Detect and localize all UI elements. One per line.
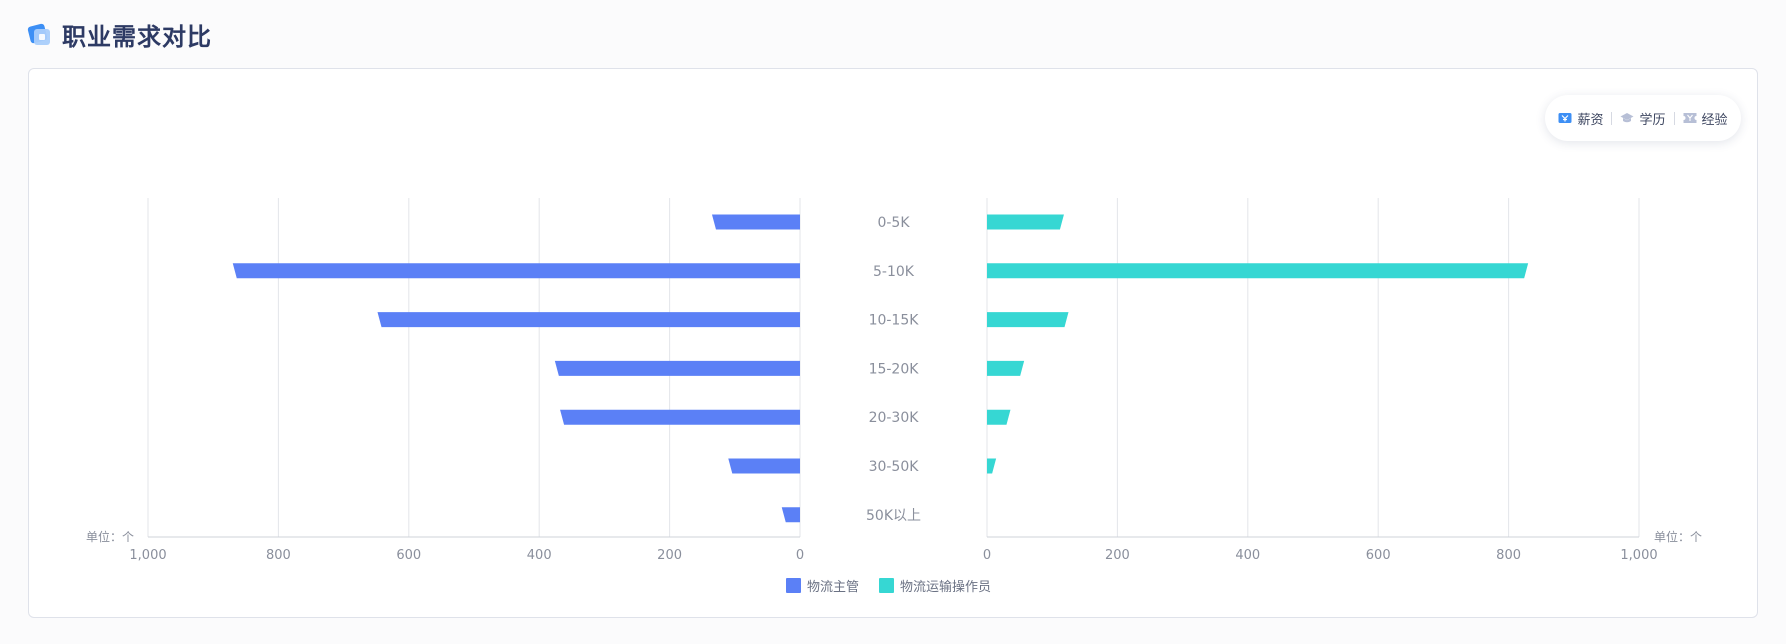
section-header: 职业需求对比 [26,14,212,54]
left-bar [560,409,800,425]
legend-item-right[interactable]: 物流运输操作员 [879,576,991,595]
tab-experience[interactable]: 经验 [1683,109,1728,128]
left-bar [232,263,800,279]
left-tick-label: 400 [527,548,552,563]
left-bar [781,507,800,523]
right-bar [987,409,1011,425]
right-bar [987,263,1529,279]
right-tick-label: 200 [1105,548,1130,563]
graduation-cap-icon [1620,113,1634,123]
category-label: 20-30K [869,410,920,426]
left-unit-label: 单位：个 [86,529,134,544]
tab-divider [1673,111,1675,125]
category-label: 15-20K [869,361,920,377]
right-tick-label: 0 [983,548,991,563]
left-tick-label: 200 [657,548,682,563]
tab-label: 经验 [1701,112,1728,128]
left-tick-label: 600 [396,548,421,563]
tab-divider [1611,111,1613,125]
legend-swatch-right [879,577,895,593]
category-label: 10-15K [869,313,920,329]
left-tick-label: 0 [796,548,804,563]
money-icon [1558,113,1572,123]
right-bar [987,214,1064,230]
page-title: 职业需求对比 [62,22,212,51]
metric-switcher: 薪资 学历 经验 [1545,95,1741,141]
legend-label-left: 物流主管 [807,579,860,595]
tab-salary[interactable]: 薪资 [1558,109,1603,128]
right-tick-label: 1,000 [1620,548,1657,563]
left-tick-label: 800 [266,548,291,563]
left-tick-label: 1,000 [129,548,166,563]
right-bar [987,312,1069,328]
right-tick-label: 400 [1235,548,1260,563]
right-tick-label: 600 [1366,548,1391,563]
tab-label: 学历 [1639,112,1666,128]
category-label: 5-10K [873,264,915,280]
right-tick-label: 800 [1496,548,1521,563]
category-label: 50K以上 [866,508,921,524]
tab-label: 薪资 [1577,112,1604,128]
chart-card [28,68,1758,618]
legend-label-right: 物流运输操作员 [900,579,992,595]
legend-swatch-left [786,577,801,593]
right-bar [987,360,1025,376]
right-unit-label: 单位：个 [1654,529,1702,544]
left-bar [711,214,800,230]
chart-legend: 物流主管 物流运输操作员 [786,574,991,596]
category-label: 30-50K [869,459,920,475]
right-bar [987,458,997,474]
left-bar [377,312,800,328]
category-label: 0-5K [877,215,910,231]
cube-logo-icon [27,23,50,45]
left-bar [554,360,800,376]
tab-education[interactable]: 学历 [1620,109,1666,128]
legend-item-left[interactable]: 物流主管 [786,576,859,595]
ticket-icon [1683,113,1696,123]
left-bar [728,458,800,474]
